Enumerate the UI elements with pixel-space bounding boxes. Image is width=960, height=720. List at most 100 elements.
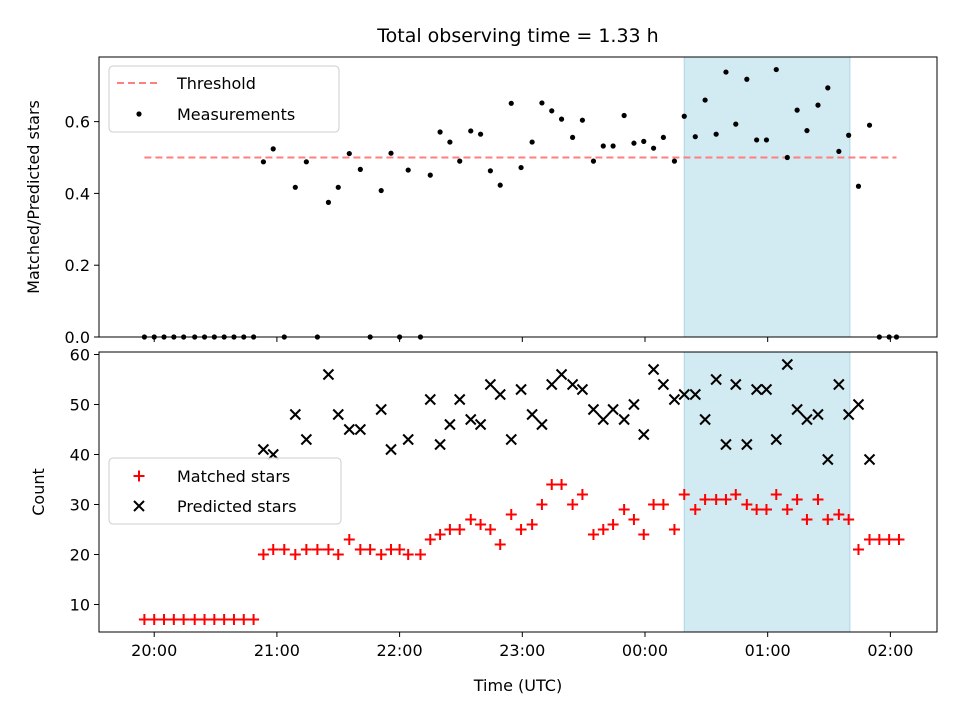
bottom-predicted-stars-point xyxy=(300,433,313,446)
bottom-matched-stars-point xyxy=(556,479,568,490)
bottom-predicted-stars-point xyxy=(638,428,650,441)
bottom-matched-stars-point xyxy=(475,519,487,530)
bottom-matched-stars-point xyxy=(148,614,160,625)
bottom-matched-stars-point xyxy=(699,494,711,505)
top-measurements-point xyxy=(631,140,637,146)
bottom-x-tick-label: 02:00 xyxy=(867,641,913,660)
bottom-predicted-stars-point xyxy=(494,388,506,401)
top-panel: 0.0 0.2 0.4 0.6 Threshold Measurements xyxy=(65,56,938,347)
bottom-matched-stars-point xyxy=(822,514,834,525)
top-measurements-point xyxy=(702,97,708,103)
bottom-matched-stars-point xyxy=(434,529,446,540)
top-measurements-point xyxy=(457,158,463,164)
bottom-matched-stars-point xyxy=(343,534,355,545)
bottom-x-tick-label: 01:00 xyxy=(745,641,791,660)
legend-matched-label: Matched stars xyxy=(177,467,290,486)
bottom-matched-stars-point xyxy=(332,549,344,560)
bottom-predicted-stars-point xyxy=(618,413,630,426)
bottom-matched-stars-point xyxy=(394,544,406,555)
bottom-matched-stars-point xyxy=(689,504,701,515)
bottom-matched-stars-point xyxy=(228,614,240,625)
bottom-predicted-stars-point xyxy=(597,413,609,426)
top-measurements-point xyxy=(558,116,565,122)
bottom-predicted-stars-point xyxy=(657,378,670,391)
bottom-predicted-stars-point xyxy=(257,443,270,456)
top-measurements-point xyxy=(378,187,384,194)
top-measurements-point xyxy=(713,131,719,137)
bottom-predicted-stars-point xyxy=(566,378,579,391)
top-measurements-point xyxy=(427,172,433,178)
bottom-matched-stars-point xyxy=(638,529,650,540)
bottom-predicted-stars-point xyxy=(678,388,690,401)
top-measurements-point xyxy=(303,159,309,165)
bottom-predicted-stars-point xyxy=(354,423,367,436)
bottom-y-tick-label: 60 xyxy=(70,346,90,365)
bottom-predicted-stars-point xyxy=(770,433,782,446)
top-measurements-point xyxy=(357,166,363,172)
bottom-predicted-stars-point xyxy=(842,408,855,421)
bottom-predicted-stars-point xyxy=(424,393,436,406)
bottom-predicted-stars-point xyxy=(526,408,538,421)
bottom-matched-stars-point xyxy=(833,509,845,520)
top-measurements-point xyxy=(692,134,698,140)
bottom-predicted-stars-point xyxy=(289,408,302,421)
bottom-y-tick-label: 20 xyxy=(70,546,90,565)
top-measurements-point xyxy=(569,134,576,141)
top-measurements-point xyxy=(549,108,555,114)
bottom-matched-stars-point xyxy=(801,514,813,525)
bottom-predicted-stars-point xyxy=(546,378,558,391)
bottom-matched-stars-point xyxy=(375,549,387,560)
bottom-matched-stars-point xyxy=(257,549,269,560)
top-measurements-point xyxy=(325,199,332,205)
bottom-predicted-stars-point xyxy=(536,418,548,431)
top-measurements-point xyxy=(600,143,606,149)
top-measurements-point xyxy=(447,139,453,145)
bottom-matched-stars-point xyxy=(444,524,456,535)
top-measurements-point xyxy=(784,154,790,161)
bottom-legend: Matched stars Predicted stars xyxy=(108,457,342,525)
bottom-matched-stars-point xyxy=(843,514,855,525)
bottom-x-tick-label: 22:00 xyxy=(377,641,423,660)
bottom-predicted-stars-point xyxy=(515,383,527,396)
bottom-matched-stars-point xyxy=(424,534,436,545)
bottom-predicted-stars-point xyxy=(760,383,773,396)
top-measurements-point xyxy=(468,128,474,134)
top-measurements-point xyxy=(733,121,739,127)
bottom-predicted-stars-point xyxy=(587,403,600,416)
bottom-predicted-stars-point xyxy=(434,438,446,451)
top-measurements-point xyxy=(497,182,503,188)
top-measurements-point xyxy=(270,146,276,152)
top-measurements-point xyxy=(804,127,810,134)
bottom-matched-stars-point xyxy=(576,489,588,500)
bottom-matched-stars-point xyxy=(267,544,279,555)
bottom-y-tick-label: 30 xyxy=(70,496,90,515)
bottom-matched-stars-point xyxy=(218,614,230,625)
bottom-x-tick-label: 21:00 xyxy=(254,641,300,660)
bottom-matched-stars-point xyxy=(278,544,290,555)
bottom-predicted-stars-point xyxy=(343,423,356,436)
top-measurements-point xyxy=(405,167,411,173)
top-measurements-point xyxy=(477,131,484,137)
bottom-predicted-stars-point xyxy=(628,398,640,411)
bottom-matched-stars-point xyxy=(597,524,609,535)
bottom-predicted-stars-point xyxy=(647,363,660,376)
bottom-matched-stars-point xyxy=(208,614,220,625)
top-measurements-point xyxy=(335,184,341,190)
top-y-tick-label: 0.2 xyxy=(65,256,90,275)
bottom-predicted-stars-point xyxy=(801,413,813,426)
bottom-matched-stars-point xyxy=(852,544,864,555)
top-measurements-point xyxy=(346,150,352,157)
bottom-matched-stars-point xyxy=(515,524,527,535)
top-measurements-point xyxy=(671,158,678,164)
top-axes-frame xyxy=(98,56,938,338)
top-measurements-point xyxy=(681,113,687,119)
bottom-predicted-stars-point xyxy=(474,418,487,431)
bottom-matched-stars-point xyxy=(883,534,895,545)
bottom-predicted-stars-point xyxy=(833,378,845,391)
bottom-matched-stars-point xyxy=(322,544,334,555)
top-measurements-point xyxy=(487,168,493,174)
bottom-matched-stars-point xyxy=(364,544,376,555)
bottom-matched-stars-point xyxy=(465,514,477,525)
bottom-predicted-stars-point xyxy=(791,403,803,416)
bottom-x-tick-label: 23:00 xyxy=(499,641,545,660)
